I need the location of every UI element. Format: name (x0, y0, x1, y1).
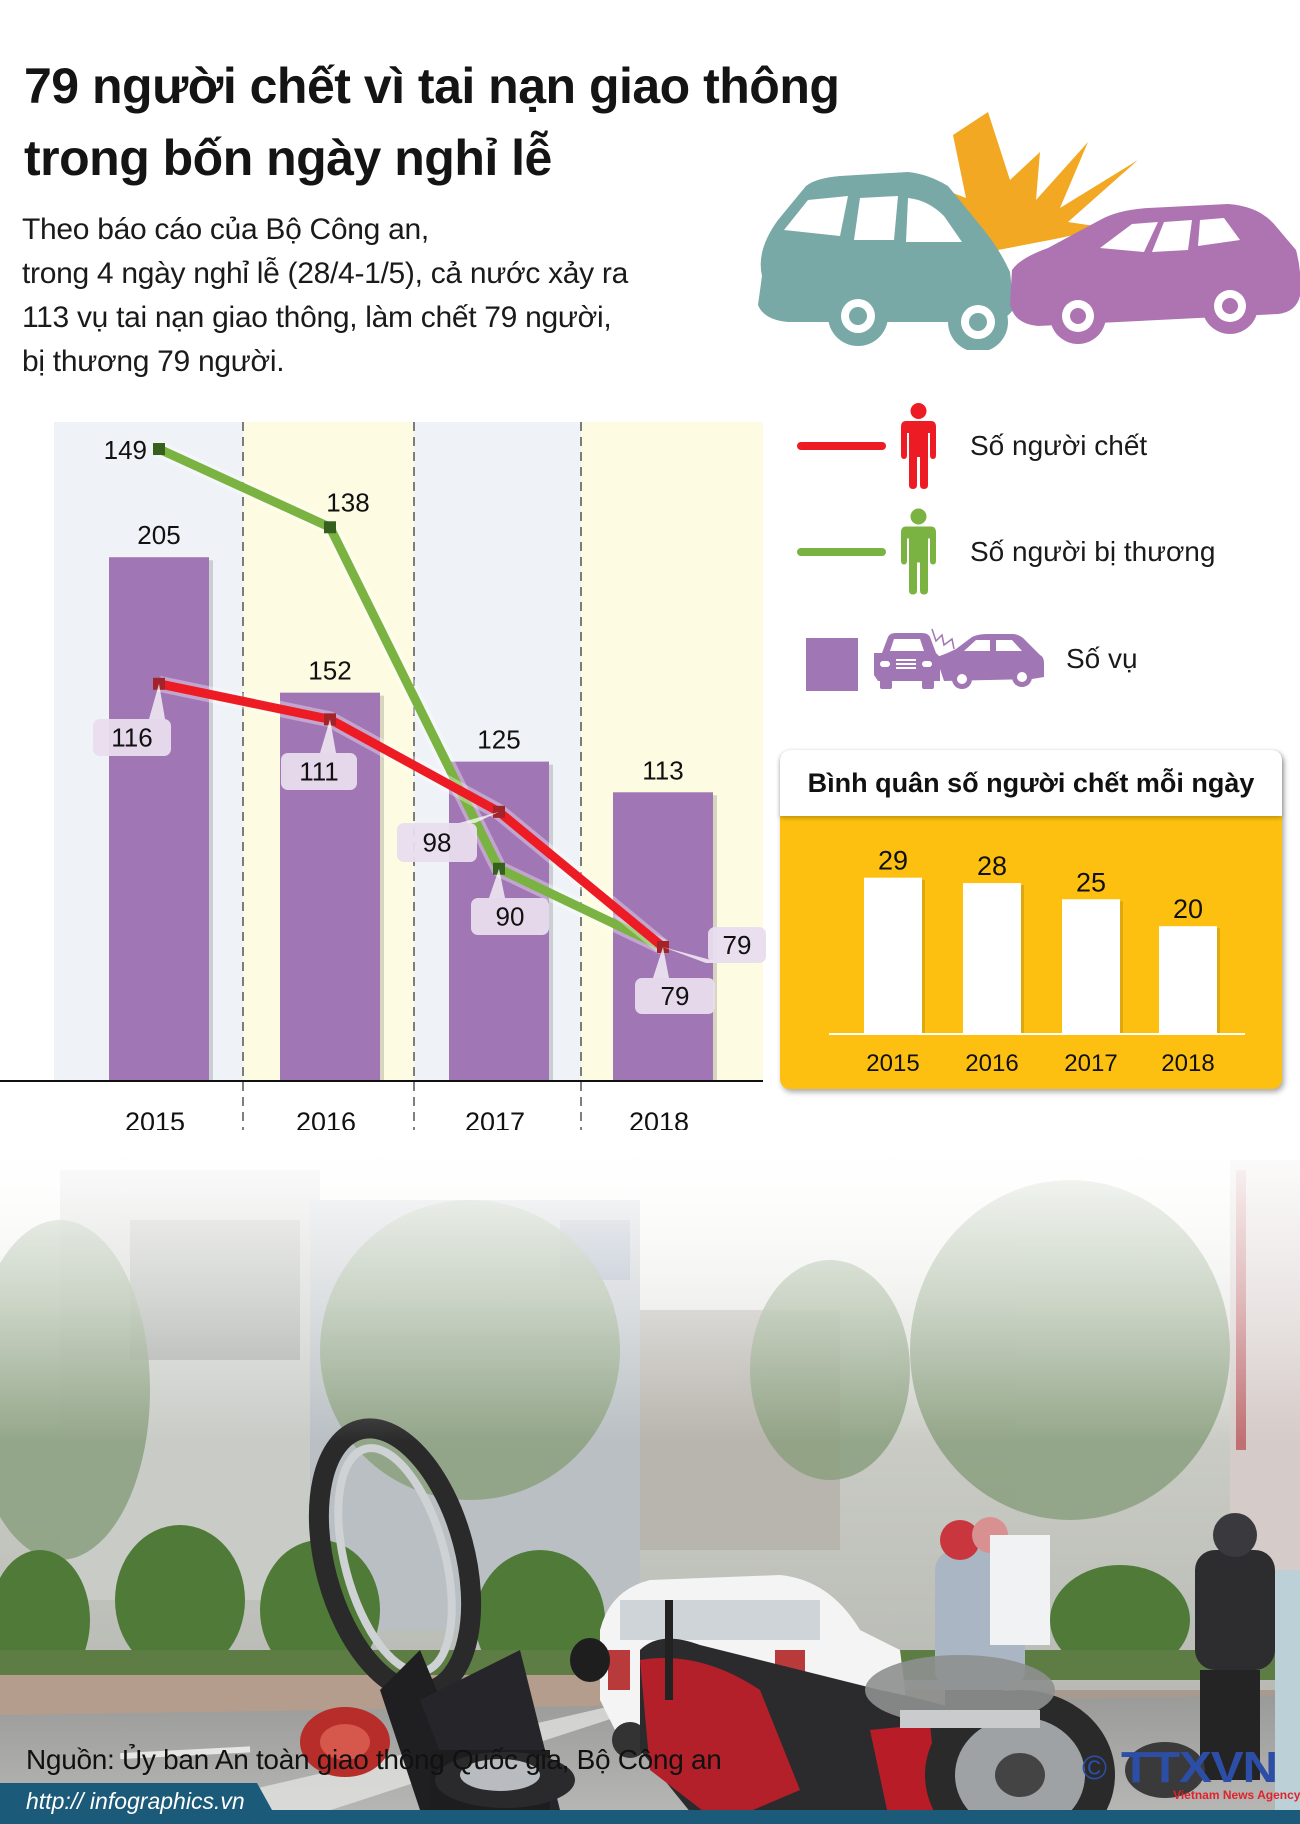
person-icon (900, 508, 937, 595)
daily-deaths-value: 29 (878, 846, 908, 876)
data-point-marker (153, 443, 165, 455)
daily-deaths-year: 2015 (866, 1050, 919, 1077)
person-icon (900, 403, 937, 489)
legend-label: Số vụ (1066, 643, 1138, 675)
svg-text:90: 90 (496, 902, 525, 932)
cases-value-label: 125 (477, 725, 520, 755)
main-combo-chart: 20515212511314913811611198799079 2015201… (0, 0, 780, 1180)
cases-bar (109, 557, 209, 1081)
logo-subtitle: Vietnam News Agency (1173, 1788, 1300, 1802)
daily-deaths-panel: Bình quân số người chết mỗi ngày 2920152… (780, 750, 1282, 1089)
car-crash-icon (748, 100, 1300, 350)
svg-text:98: 98 (423, 828, 452, 858)
legend-label: Số người bị thương (970, 536, 1215, 568)
ttxvn-logo: © TTXVN Vietnam News Agency (1082, 1748, 1260, 1788)
svg-text:79: 79 (723, 930, 752, 960)
daily-deaths-year: 2016 (965, 1050, 1018, 1077)
copyright-icon: © (1082, 1748, 1107, 1788)
data-point-marker (324, 521, 336, 533)
car-crash-icon (872, 627, 1046, 691)
cases-value-label: 205 (137, 520, 180, 550)
daily-deaths-value: 20 (1173, 894, 1203, 924)
motorbike-accident-photo (0, 1130, 1300, 1824)
daily-deaths-bar (963, 883, 1021, 1034)
legend-item-cases: Số vụ (806, 627, 1138, 691)
red-line-swatch (797, 442, 886, 450)
legend-label: Số người chết (970, 430, 1147, 462)
svg-text:111: 111 (299, 757, 339, 787)
infographics-link[interactable]: http:// infographics.vn (26, 1788, 245, 1815)
source-text: Nguồn: Ủy ban An toàn giao thông Quốc gi… (26, 1744, 722, 1776)
purple-bar-swatch (806, 638, 858, 691)
daily-deaths-value: 25 (1076, 867, 1106, 897)
daily-deaths-bar (1159, 926, 1217, 1034)
cases-value-label: 113 (642, 755, 683, 785)
accident-photo (0, 1130, 1300, 1824)
svg-text:79: 79 (661, 981, 690, 1011)
injured-value-label: 138 (326, 487, 369, 517)
daily-deaths-bar (864, 878, 922, 1034)
daily-deaths-value: 28 (977, 851, 1007, 881)
logo-text: TTXVN (1121, 1748, 1277, 1788)
daily-deaths-year: 2018 (1161, 1050, 1214, 1077)
green-line-swatch (797, 548, 886, 556)
legend-item-injured: Số người bị thương (797, 508, 1215, 595)
svg-text:116: 116 (111, 723, 152, 753)
daily-deaths-bar-chart: 29 2015 28 2016 25 2017 20 2018 (780, 750, 1282, 1089)
cases-value-label: 152 (308, 656, 351, 686)
injured-value-label: 149 (104, 435, 147, 465)
logo-block: TTXVN Vietnam News Agency (1121, 1748, 1260, 1788)
daily-deaths-bar (1062, 899, 1120, 1034)
legend-item-deaths: Số người chết (797, 403, 1147, 489)
daily-deaths-year: 2017 (1064, 1050, 1117, 1077)
